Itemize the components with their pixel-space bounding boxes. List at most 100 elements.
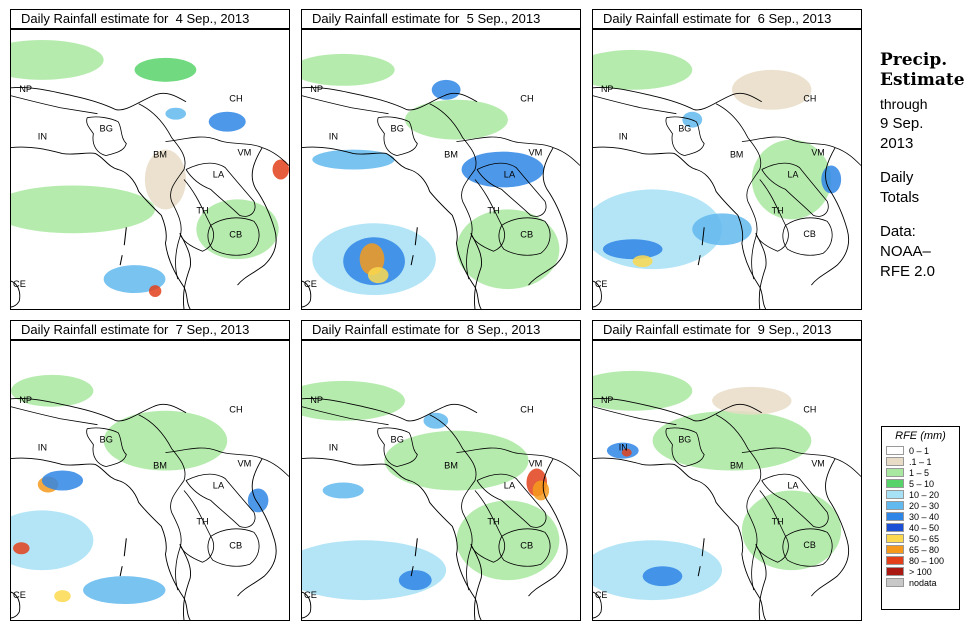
through-label: through: [880, 96, 928, 112]
label-bg: BG: [100, 124, 113, 134]
border-myanmar-east: [715, 414, 762, 591]
border-laos: [476, 162, 547, 217]
legend-item: 65 – 80: [886, 544, 955, 555]
rainfall-area: [642, 566, 683, 587]
islands-andaman: [119, 227, 127, 266]
legend-swatch: [886, 567, 904, 576]
rainfall-area: [404, 99, 508, 140]
map-canvas: NP CH IN BG BM VM LA TH CB CE: [11, 374, 289, 620]
border-laos: [761, 473, 829, 528]
rainfall-area: [165, 107, 187, 120]
label-ce: CE: [304, 279, 317, 289]
label-bg: BG: [391, 124, 404, 134]
legend-item: 1 – 5: [886, 467, 955, 478]
border-thailand: [179, 490, 214, 563]
border-bangladesh: [86, 427, 127, 467]
label-bm: BM: [444, 150, 458, 160]
label-la: LA: [213, 170, 225, 180]
heading-precip: Precip.: [880, 50, 948, 70]
totals-label-2: Totals: [880, 189, 920, 206]
rainfall-panel-3: Daily Rainfall estimate for 6 Sep., 2013: [592, 9, 862, 310]
rainfall-map: NP CH IN BG BM VM LA TH CB CE: [592, 340, 862, 621]
rainfall-area: [751, 139, 832, 220]
coastline-gulf-thailand: [470, 544, 483, 620]
coastline-gulf-thailand: [755, 233, 767, 309]
label-ch: CH: [803, 94, 816, 104]
rainfall-area: [302, 53, 395, 86]
border-cambodia: [207, 528, 260, 567]
rainfall-area: [621, 448, 632, 457]
legend-item: > 100: [886, 566, 955, 577]
legend-label: > 100: [909, 566, 932, 577]
border-china-vietnam: [456, 447, 580, 477]
rainfall-panel-4: Daily Rainfall estimate for 7 Sep., 2013: [10, 320, 290, 621]
rainfall-area: [148, 285, 162, 298]
rainfall-area: [602, 239, 663, 260]
rainfall-area: [456, 500, 560, 581]
legend-swatch: [886, 545, 904, 554]
label-in: IN: [329, 132, 338, 142]
border-china-vietnam: [165, 447, 289, 477]
label-np: NP: [310, 84, 323, 94]
border-nepal: [11, 95, 98, 115]
label-cb: CB: [229, 540, 242, 550]
rainfall-area: [83, 576, 166, 605]
border-thailand: [755, 179, 789, 252]
border-bangladesh: [377, 116, 418, 156]
border-vietnam-coast: [528, 458, 568, 597]
rainfall-panel-1: Daily Rainfall estimate for 4 Sep., 2013: [10, 9, 290, 310]
rainfall-map: NP CH IN BG BM VM LA TH CB CE: [10, 340, 290, 621]
border-nepal: [593, 95, 677, 115]
border-india-china: [593, 86, 762, 111]
border-india-china: [11, 86, 187, 111]
label-ce: CE: [595, 279, 607, 289]
rainfall-area: [632, 255, 653, 268]
legend-label: 50 – 65: [909, 533, 940, 544]
label-ce: CE: [595, 590, 607, 600]
rainfall-area: [731, 69, 812, 110]
border-vietnam-coast: [237, 147, 277, 286]
coastline-gulf-thailand: [179, 544, 192, 620]
label-la: LA: [504, 170, 516, 180]
through-year: 2013: [880, 135, 914, 152]
map-canvas: NP CH IN BG BM VM LA TH CB CE: [302, 53, 580, 309]
border-bangladesh: [377, 427, 418, 467]
label-vm: VM: [811, 148, 824, 158]
rainfall-area: [593, 49, 693, 90]
islands-andaman: [697, 227, 705, 266]
through-date: 9 Sep.: [880, 115, 924, 132]
border-bangladesh: [665, 427, 705, 467]
legend-swatch: [886, 468, 904, 477]
legend-item: .1 – 1: [886, 456, 955, 467]
border-cambodia: [782, 217, 833, 256]
border-india-china: [593, 397, 762, 422]
totals-label-1: Daily: [880, 169, 914, 186]
label-bm: BM: [730, 461, 743, 471]
border-vietnam-coast: [528, 147, 568, 286]
rainfall-area: [593, 370, 693, 411]
label-ch: CH: [520, 94, 533, 104]
label-la: LA: [504, 481, 516, 491]
label-la: LA: [788, 480, 799, 490]
rainfall-area: [302, 540, 447, 601]
legend-label: 40 – 50: [909, 522, 940, 533]
rainfall-map: NP CH IN BG BM VM LA TH CB CE: [592, 29, 862, 310]
map-canvas: NP CH IN BG BM VM LA TH CB CE: [593, 49, 861, 309]
rainfall-area: [11, 185, 156, 234]
rainfall-map: NP CH IN BG BM VM LA TH CB CE: [10, 29, 290, 310]
label-vm: VM: [529, 148, 543, 158]
legend-swatch: [886, 457, 904, 466]
legend-item: 0 – 1: [886, 445, 955, 456]
legend-label: 80 – 100: [909, 555, 945, 566]
islands-andaman: [119, 538, 127, 577]
rainfall-area: [692, 213, 752, 246]
label-cb: CB: [803, 540, 815, 550]
islands-andaman: [410, 227, 418, 266]
border-laos: [185, 473, 256, 528]
legend-title: RFE (mm): [895, 430, 946, 442]
label-bm: BM: [730, 150, 743, 160]
border-laos: [476, 473, 547, 528]
legend-label: 10 – 20: [909, 489, 940, 500]
data-source: NOAA–: [880, 243, 931, 260]
